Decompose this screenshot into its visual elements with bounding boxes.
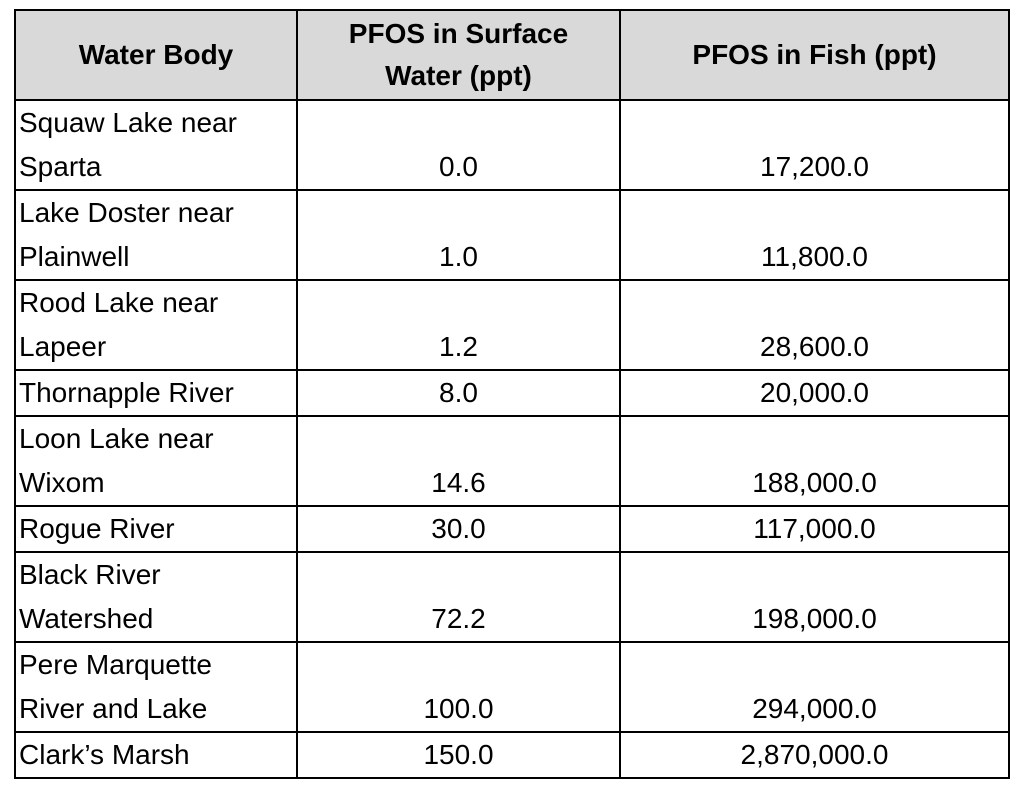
surface-water-cell: 8.0 xyxy=(296,369,621,417)
table-row: Pere Marquette River and Lake 100.0 294,… xyxy=(14,641,1010,733)
surface-water-cell: 14.6 xyxy=(296,415,621,507)
table-row: Thornapple River 8.0 20,000.0 xyxy=(14,369,1010,417)
fish-cell: 188,000.0 xyxy=(619,415,1010,507)
table-row: Black River Watershed 72.2 198,000.0 xyxy=(14,551,1010,643)
table-row: Rood Lake near Lapeer 1.2 28,600.0 xyxy=(14,279,1010,371)
table-row: Squaw Lake near Sparta 0.0 17,200.0 xyxy=(14,99,1010,191)
water-body-cell: Thornapple River xyxy=(14,369,298,417)
header-pfos-fish: PFOS in Fish (ppt) xyxy=(619,9,1010,101)
water-body-cell: Pere Marquette River and Lake xyxy=(14,641,298,733)
header-water-body: Water Body xyxy=(14,9,298,101)
water-body-cell: Lake Doster near Plainwell xyxy=(14,189,298,281)
surface-water-cell: 100.0 xyxy=(296,641,621,733)
table-row: Lake Doster near Plainwell 1.0 11,800.0 xyxy=(14,189,1010,281)
surface-water-cell: 30.0 xyxy=(296,505,621,553)
water-body-cell: Black River Watershed xyxy=(14,551,298,643)
water-body-cell: Rogue River xyxy=(14,505,298,553)
table-row: Clark’s Marsh 150.0 2,870,000.0 xyxy=(14,731,1010,779)
fish-cell: 2,870,000.0 xyxy=(619,731,1010,779)
fish-cell: 294,000.0 xyxy=(619,641,1010,733)
surface-water-cell: 0.0 xyxy=(296,99,621,191)
surface-water-cell: 1.0 xyxy=(296,189,621,281)
header-pfos-surface-water: PFOS in Surface Water (ppt) xyxy=(296,9,621,101)
water-body-cell: Clark’s Marsh xyxy=(14,731,298,779)
pfos-table: Water Body PFOS in Surface Water (ppt) P… xyxy=(14,9,1010,779)
fish-cell: 198,000.0 xyxy=(619,551,1010,643)
table-row: Loon Lake near Wixom 14.6 188,000.0 xyxy=(14,415,1010,507)
surface-water-cell: 72.2 xyxy=(296,551,621,643)
surface-water-cell: 150.0 xyxy=(296,731,621,779)
water-body-cell: Squaw Lake near Sparta xyxy=(14,99,298,191)
header-row: Water Body PFOS in Surface Water (ppt) P… xyxy=(14,9,1010,101)
water-body-cell: Loon Lake near Wixom xyxy=(14,415,298,507)
fish-cell: 20,000.0 xyxy=(619,369,1010,417)
surface-water-cell: 1.2 xyxy=(296,279,621,371)
water-body-cell: Rood Lake near Lapeer xyxy=(14,279,298,371)
fish-cell: 28,600.0 xyxy=(619,279,1010,371)
fish-cell: 17,200.0 xyxy=(619,99,1010,191)
table-row: Rogue River 30.0 117,000.0 xyxy=(14,505,1010,553)
fish-cell: 11,800.0 xyxy=(619,189,1010,281)
fish-cell: 117,000.0 xyxy=(619,505,1010,553)
